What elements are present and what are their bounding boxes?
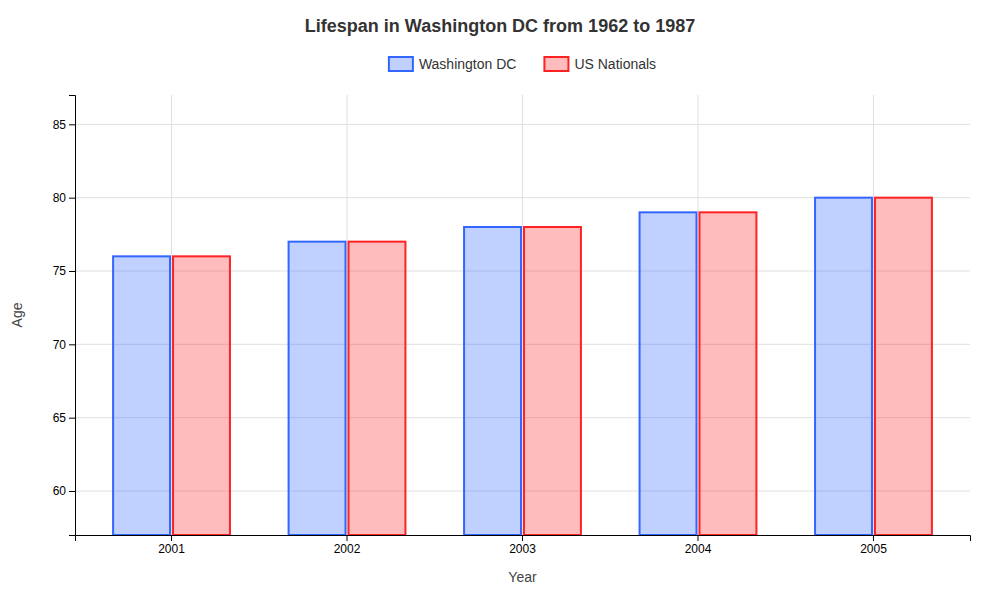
tick-label: 75 bbox=[53, 264, 67, 278]
tick-label: 2005 bbox=[860, 542, 887, 556]
bar bbox=[640, 212, 697, 535]
bar bbox=[289, 242, 346, 535]
tick: 60 bbox=[53, 484, 75, 498]
tick-mark bbox=[69, 344, 75, 345]
series bbox=[173, 198, 932, 535]
tick: 2004 bbox=[685, 535, 712, 556]
x-axis: 2001 2002 2003 2004 2005 bbox=[76, 535, 971, 556]
y-axis: 60 65 70 75 80 85 bbox=[53, 96, 76, 536]
tick-mark bbox=[873, 535, 874, 541]
legend-label: US Nationals bbox=[574, 56, 656, 72]
grid-line bbox=[347, 95, 348, 535]
bar bbox=[524, 227, 581, 535]
grid-line bbox=[873, 95, 874, 535]
tick-mark bbox=[347, 535, 348, 541]
axis-line bbox=[76, 536, 971, 542]
bar bbox=[349, 242, 406, 535]
tick-mark bbox=[171, 535, 172, 541]
x-axis-title: Year bbox=[508, 569, 537, 585]
legend-label: Washington DC bbox=[419, 56, 517, 72]
bar bbox=[699, 212, 756, 535]
grid-line bbox=[697, 95, 698, 535]
tick-mark bbox=[69, 491, 75, 492]
tick-mark bbox=[69, 124, 75, 125]
tick-mark bbox=[69, 198, 75, 199]
series bbox=[113, 198, 872, 535]
tick: 2002 bbox=[334, 535, 361, 556]
tick: 2005 bbox=[860, 535, 887, 556]
bar bbox=[875, 198, 932, 535]
tick-label: 80 bbox=[53, 191, 67, 205]
grid bbox=[75, 95, 970, 535]
tick: 70 bbox=[53, 338, 75, 352]
bar bbox=[464, 227, 521, 535]
plot: 2001 2002 2003 2004 2005 60 65 70 75 80 85 bbox=[53, 95, 971, 556]
title: Lifespan in Washington DC from 1962 to 1… bbox=[305, 16, 695, 36]
tick: 2001 bbox=[158, 535, 185, 556]
tick-label: 2003 bbox=[509, 542, 536, 556]
tick-label: 65 bbox=[53, 411, 67, 425]
tick: 80 bbox=[53, 191, 75, 205]
bar bbox=[113, 256, 170, 535]
legend-swatch bbox=[544, 57, 568, 71]
axis-line bbox=[69, 96, 76, 536]
chart: 2001 2002 2003 2004 2005 60 65 70 75 80 85 Lifespan… bbox=[0, 0, 1000, 600]
bars bbox=[113, 198, 932, 535]
tick: 2003 bbox=[509, 535, 536, 556]
legend-swatch bbox=[389, 57, 413, 71]
legend: Washington DC US Nationals bbox=[389, 56, 656, 72]
tick-mark bbox=[69, 418, 75, 419]
grid-line bbox=[522, 95, 523, 535]
tick: 85 bbox=[53, 118, 75, 132]
tick: 65 bbox=[53, 411, 75, 425]
tick-label: 70 bbox=[53, 338, 67, 352]
tick-label: 2001 bbox=[158, 542, 185, 556]
tick-mark bbox=[522, 535, 523, 541]
tick-mark bbox=[69, 271, 75, 272]
tick-mark bbox=[697, 535, 698, 541]
grid-line bbox=[171, 95, 172, 535]
tick-label: 2002 bbox=[334, 542, 361, 556]
legend-item: Washington DC bbox=[389, 56, 517, 72]
bar bbox=[815, 198, 872, 535]
tick-label: 2004 bbox=[685, 542, 712, 556]
tick: 75 bbox=[53, 264, 75, 278]
tick-label: 85 bbox=[53, 118, 67, 132]
y-axis-title: Age bbox=[9, 302, 25, 327]
legend-item: US Nationals bbox=[544, 56, 656, 72]
bar bbox=[173, 256, 230, 535]
tick-label: 60 bbox=[53, 484, 67, 498]
